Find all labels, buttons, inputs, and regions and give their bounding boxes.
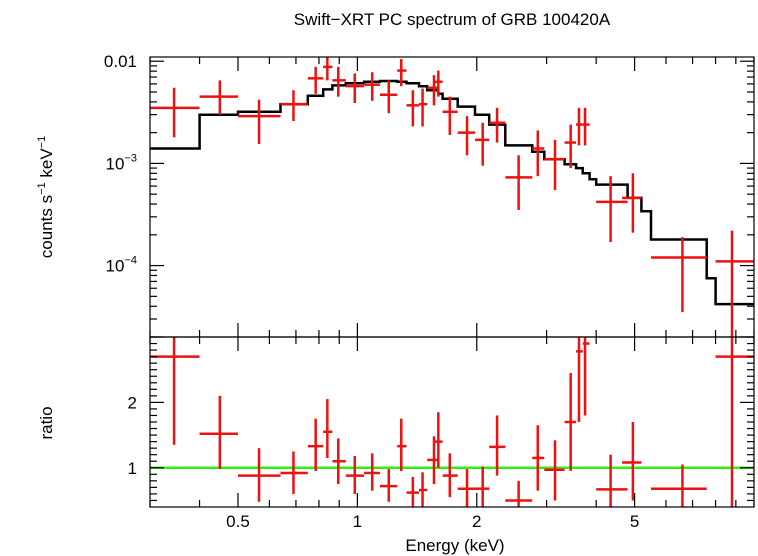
spectrum-data-point [576, 107, 583, 146]
spectrum-data-point [307, 66, 324, 94]
spectrum-data-point [199, 80, 238, 115]
ratio-data-point [489, 415, 506, 476]
ratio-data-point [364, 453, 380, 491]
ratio-data-point [651, 464, 707, 507]
x-tick-label: 2 [472, 512, 481, 531]
spectrum-data-point [489, 107, 506, 143]
ratio-data-point [442, 453, 458, 498]
spectrum-data-point [442, 96, 458, 135]
x-tick-label: 1 [353, 512, 362, 531]
x-tick-label: 0.5 [226, 512, 250, 531]
spectrum-data-point [505, 155, 533, 210]
ratio-data-point [345, 456, 365, 494]
y-label-sup-1: −1 [36, 182, 48, 195]
ratio-data-point [418, 472, 428, 507]
spectrum-data-point [345, 73, 365, 104]
x-axis-label: Energy (keV) [405, 536, 504, 555]
ratio-data-point [457, 469, 476, 507]
spectrum-data-point [406, 90, 419, 127]
spectrum-data-point [651, 237, 707, 313]
spectrum-data-point [418, 88, 428, 127]
spectrum-data-layer [150, 57, 754, 337]
spectrum-x-ticks [149, 57, 755, 337]
y-label-sup-2: −1 [36, 136, 48, 149]
ratio-axes-frame [149, 336, 755, 508]
spectrum-data-point [237, 99, 281, 144]
y-label-main: counts s [37, 195, 56, 258]
y-label-mid: keV [37, 148, 56, 183]
spectrum-data-point [435, 70, 443, 97]
y-tick-label: 2 [128, 393, 137, 412]
spectrum-data-point [544, 139, 565, 190]
spectrum-data-point [475, 122, 490, 166]
spectrum-model-line [150, 79, 754, 306]
ratio-data-layer [150, 337, 754, 507]
ratio-data-point [379, 469, 398, 502]
ratio-data-point [435, 412, 443, 468]
ratio-y-ticks: 12 [128, 336, 754, 502]
spectrum-data-point [364, 72, 380, 101]
ratio-data-point [596, 454, 628, 507]
spectrum-data-point [532, 130, 545, 177]
ratio-panel: 12 0.5 1 2 5 ratio Energy (keV) [37, 336, 755, 555]
ratio-data-point [307, 418, 324, 472]
spectrum-data-point [332, 66, 346, 97]
ratio-x-ticks: 0.5 1 2 5 [149, 337, 755, 531]
ratio-data-point [150, 337, 200, 445]
spectrum-data-point [323, 57, 333, 81]
spectrum-data-point [397, 59, 407, 87]
ratio-data-point [582, 337, 590, 416]
spectrum-y-ticks: 0.01 10−3 10−4 [104, 52, 754, 338]
ratio-data-point [280, 451, 308, 494]
spectrum-data-point [596, 176, 628, 243]
spectrum-data-point [280, 90, 308, 122]
ratio-data-point [406, 476, 419, 507]
ratio-data-point [564, 372, 577, 472]
ratio-data-point [576, 337, 583, 422]
ratio-data-point [505, 480, 533, 507]
spectrum-data-point [582, 107, 590, 146]
ratio-data-point [532, 425, 545, 491]
ratio-data-point [622, 422, 642, 501]
spectrum-data-point [379, 80, 398, 114]
spectrum-data-point [427, 75, 439, 106]
ratio-data-point [475, 466, 490, 507]
ratio-data-point [199, 395, 238, 470]
spectrum-model-layer [150, 79, 754, 306]
ratio-data-point [332, 438, 346, 485]
chart-title: Swift−XRT PC spectrum of GRB 100420A [294, 10, 611, 29]
ratio-data-point [544, 440, 565, 501]
ratio-y-axis-label: ratio [37, 406, 56, 439]
ratio-data-point [323, 399, 333, 458]
spectrum-data-point [150, 87, 200, 138]
y-tick-label: 10−4 [106, 255, 137, 276]
spectrum-data-point [457, 116, 476, 156]
ratio-data-point [397, 418, 407, 472]
spectrum-data-point [564, 124, 577, 169]
ratio-data-point [427, 436, 439, 485]
x-tick-label: 5 [630, 512, 639, 531]
spectrum-data-point [622, 173, 642, 233]
y-tick-label: 1 [128, 459, 137, 478]
spectrum-y-axis-label: counts s−1 keV−1 [36, 136, 56, 258]
y-tick-label: 10−3 [106, 152, 137, 173]
y-tick-label: 0.01 [104, 52, 137, 71]
ratio-data-point [237, 448, 281, 502]
spectrum-data-point [715, 230, 754, 337]
